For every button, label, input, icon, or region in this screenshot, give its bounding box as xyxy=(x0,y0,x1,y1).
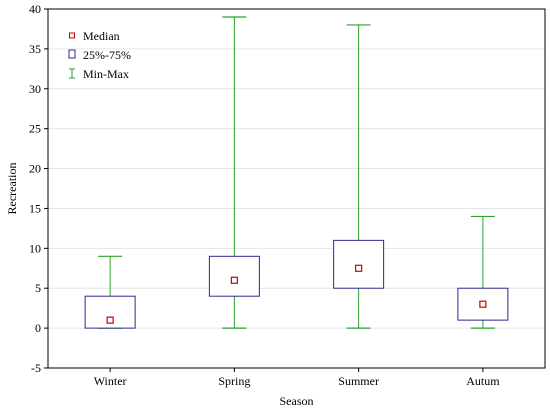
y-tick-label: 5 xyxy=(35,281,41,295)
plot-layer xyxy=(84,16,509,329)
legend-label: 25%-75% xyxy=(83,48,131,62)
legend-item-whisker: Min-Max xyxy=(69,67,129,81)
legend-label: Min-Max xyxy=(83,67,129,81)
median-marker xyxy=(106,316,114,324)
y-tick-label: -5 xyxy=(31,361,41,375)
iqr-box xyxy=(333,239,385,289)
y-tick-label: 20 xyxy=(29,162,41,176)
y-tick-label: 40 xyxy=(29,2,41,16)
legend: Median 25%-75% Min-Max xyxy=(68,29,131,81)
y-tick-label: 15 xyxy=(29,201,41,215)
legend-item-median: Median xyxy=(69,29,120,43)
x-tick-label: Winter xyxy=(94,374,127,388)
axis-layer: -5 0 5 10 15 20 25 30 35 40 Winter Spring Summer Autu… xyxy=(29,2,546,388)
x-axis-title: Season xyxy=(280,394,314,408)
grid-layer xyxy=(48,48,545,329)
y-tick-label: 0 xyxy=(35,321,41,335)
y-tick-label: 35 xyxy=(29,42,41,56)
y-tick-label: 10 xyxy=(29,241,41,255)
box-group-spring xyxy=(208,16,260,329)
box-group-summer xyxy=(333,24,385,329)
legend-item-box: 25%-75% xyxy=(68,48,131,62)
y-tick-label: 25 xyxy=(29,122,41,136)
legend-box-symbol xyxy=(68,49,76,59)
x-tick-label: Spring xyxy=(218,374,250,388)
box-group-winter xyxy=(84,255,136,329)
median-marker xyxy=(355,264,363,272)
y-axis-title: Recreation xyxy=(5,163,19,215)
y-tick-label: 30 xyxy=(29,82,41,96)
median-marker xyxy=(479,300,487,308)
plot-frame xyxy=(47,8,546,369)
median-marker xyxy=(230,276,238,284)
x-tick-label: Autum xyxy=(466,374,500,388)
iqr-box xyxy=(208,255,260,297)
legend-label: Median xyxy=(83,29,120,43)
x-tick-label: Summer xyxy=(338,374,379,388)
legend-median-symbol xyxy=(69,32,75,39)
box-group-autum xyxy=(457,215,509,329)
